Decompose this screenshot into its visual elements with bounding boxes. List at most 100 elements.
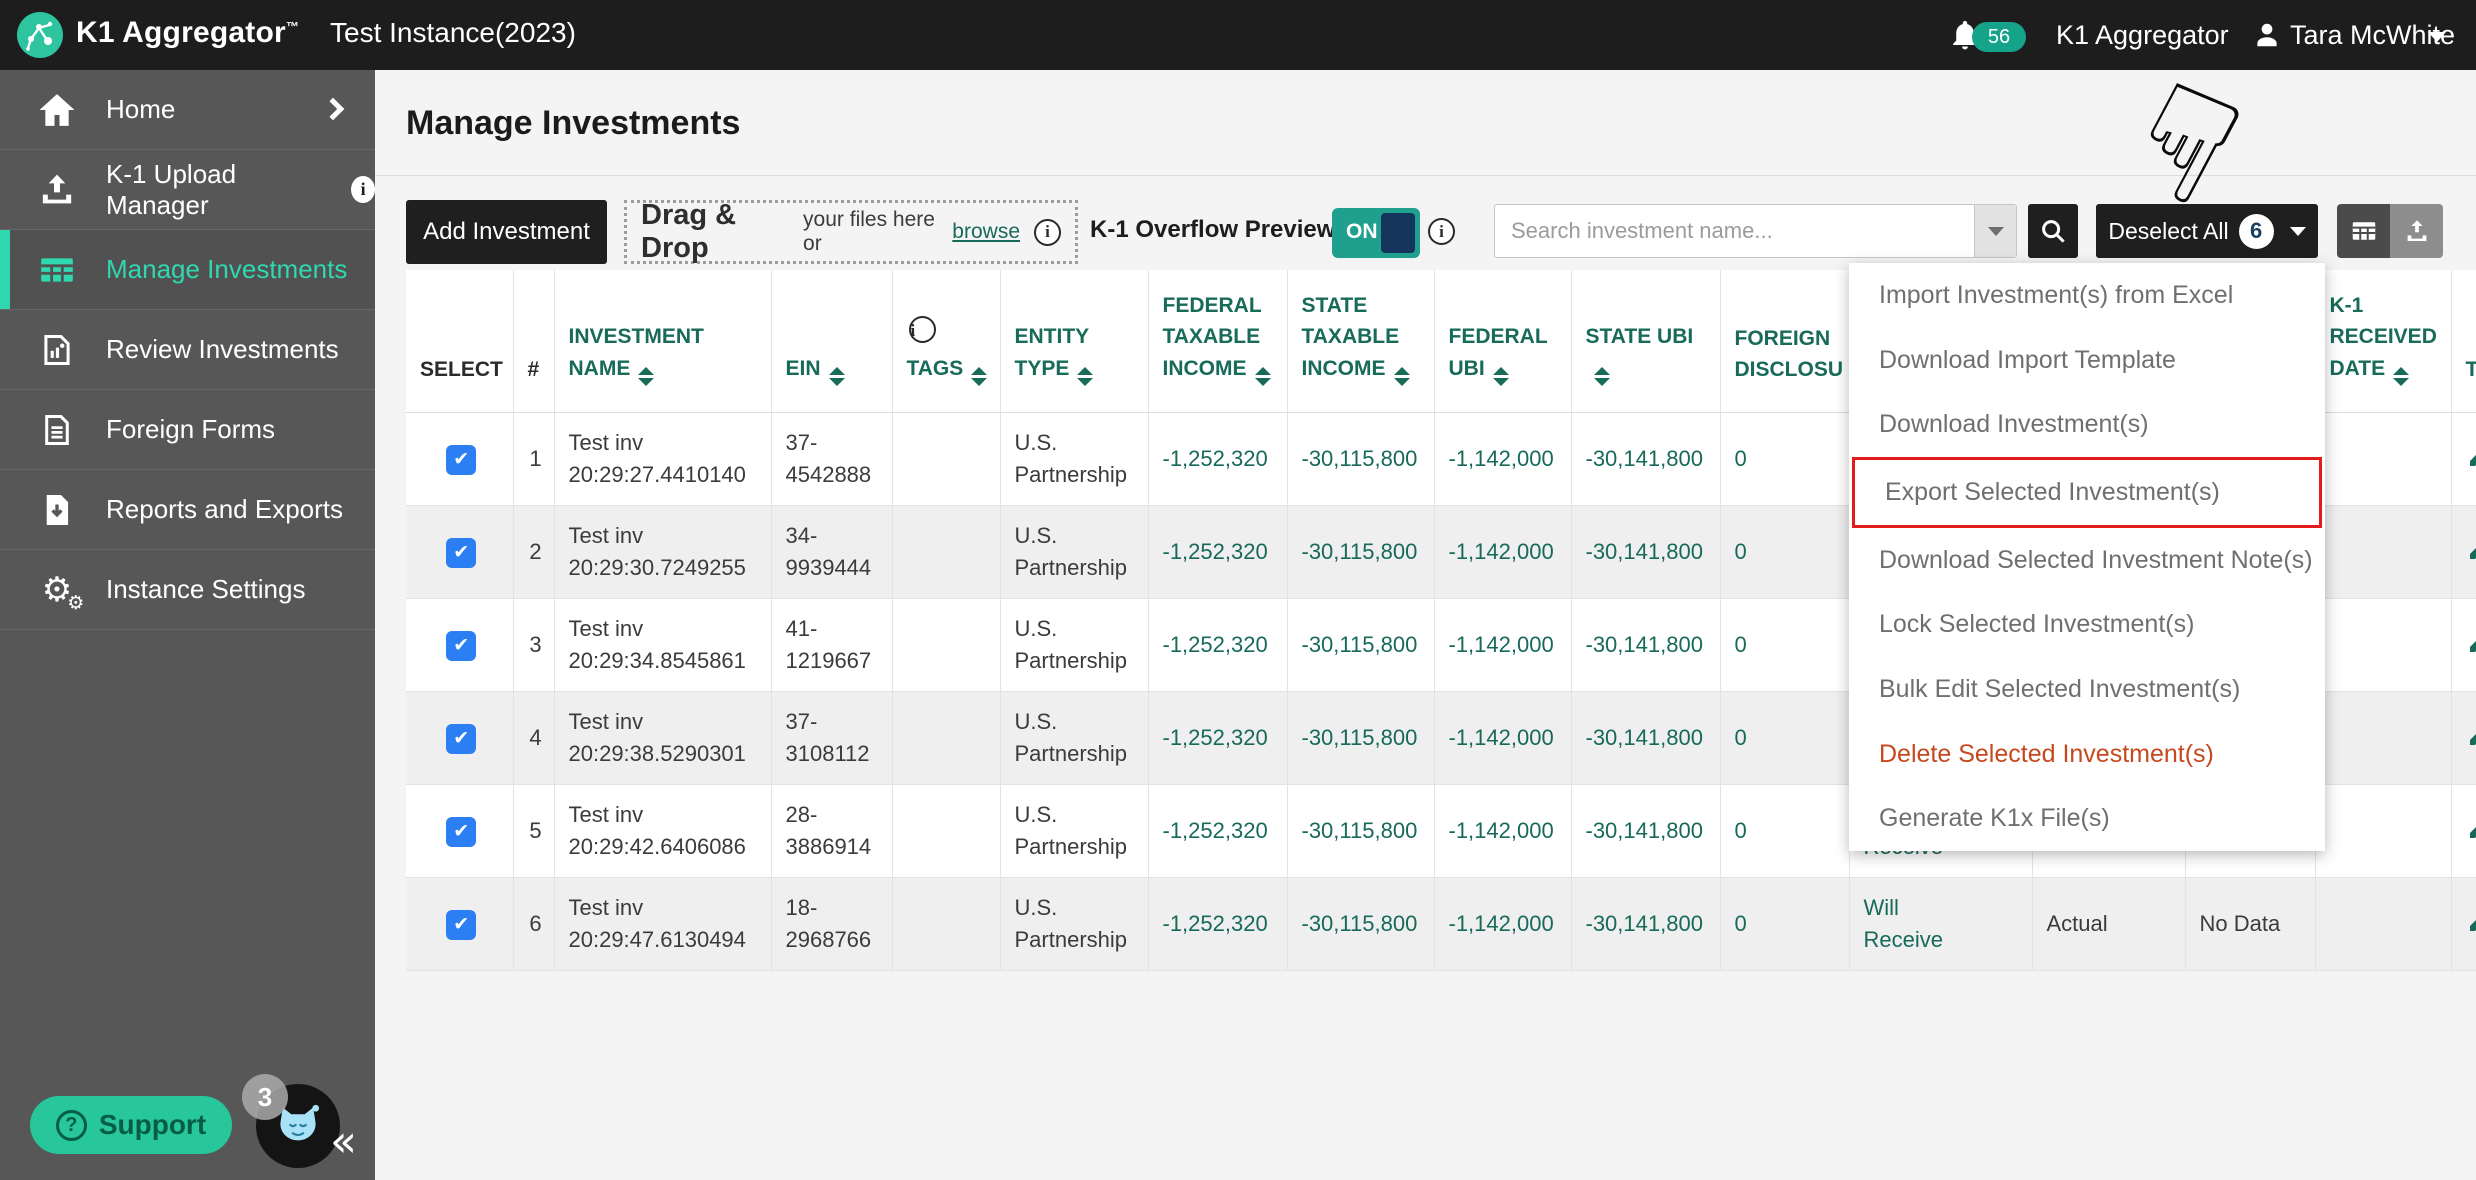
main-content: Manage Investments Add Investment Drag &… (375, 70, 2476, 1180)
sidebar-item-home[interactable]: Home (0, 70, 375, 150)
sidebar-collapse-icon[interactable]: « (330, 1120, 357, 1164)
notification-count-badge[interactable]: 56 (1972, 22, 2026, 52)
menu-item-label: Export Selected Investment(s) (1885, 478, 2220, 507)
dragdrop-zone[interactable]: Drag & Drop your files here or browse (624, 200, 1078, 264)
menu-item[interactable]: Lock Selected Investment(s) (1849, 592, 2325, 657)
menu-item[interactable]: Bulk Edit Selected Investment(s) (1849, 657, 2325, 722)
overflow-preview-toggle[interactable]: ON (1332, 208, 1420, 258)
sort-icon[interactable] (2393, 367, 2409, 386)
menu-item[interactable]: Download Investment(s) (1849, 392, 2325, 457)
edit-pencil-icon[interactable] (2466, 531, 2476, 563)
sort-icon[interactable] (1077, 367, 1093, 386)
investment-name-cell: Test inv 20:29:38.5290301 (554, 691, 771, 784)
sort-icon[interactable] (1255, 367, 1271, 386)
select-cell (406, 505, 513, 598)
menu-item[interactable]: Generate K1x File(s) (1849, 786, 2325, 851)
grid-view-button[interactable] (2337, 204, 2390, 258)
header-clipped: T (2451, 270, 2476, 412)
user-menu-caret-icon[interactable] (2428, 32, 2446, 42)
row-checkbox[interactable] (446, 538, 476, 568)
header-state-ubi[interactable]: STATE UBI (1571, 270, 1720, 412)
search-dropdown-button[interactable] (1974, 205, 2016, 257)
menu-item[interactable]: Download Selected Investment Note(s) (1849, 528, 2325, 593)
upload-icon (36, 169, 78, 211)
app: { "topbar": { "brand": "K1 Aggregator", … (0, 0, 2476, 1180)
header-k1-received-date[interactable]: K-1 RECEIVED DATE (2315, 270, 2451, 412)
sort-icon[interactable] (638, 367, 654, 386)
chat-widget-button[interactable]: 3 (256, 1084, 340, 1168)
header-federal-ubi[interactable]: FEDERAL UBI (1434, 270, 1571, 412)
edit-pencil-icon[interactable] (2466, 810, 2476, 842)
header-state-taxable-income[interactable]: STATE TAXABLE INCOME (1287, 270, 1434, 412)
row-checkbox[interactable] (446, 817, 476, 847)
sort-icon[interactable] (829, 367, 845, 386)
header-federal-taxable-income[interactable]: FEDERAL TAXABLE INCOME (1148, 270, 1287, 412)
search-group (1494, 204, 2017, 258)
sidebar-item-k1-upload-manager[interactable]: K-1 Upload Manager i (0, 150, 375, 230)
edit-pencil-icon[interactable] (2466, 438, 2476, 470)
sidebar-item-label: Review Investments (106, 334, 339, 365)
edit-pencil-icon[interactable] (2466, 624, 2476, 656)
deselect-all-button[interactable]: Deselect All 6 (2096, 204, 2318, 258)
row-number-cell: 3 (513, 598, 554, 691)
upload-view-button[interactable] (2390, 204, 2443, 258)
sort-icon[interactable] (1493, 367, 1509, 386)
search-icon (2038, 216, 2068, 246)
overflow-info-icon[interactable] (1428, 218, 1455, 245)
sidebar: Home K-1 Upload Manager i Manage Investm… (0, 70, 375, 1180)
tags-cell (892, 412, 1000, 505)
menu-item[interactable]: Delete Selected Investment(s) (1849, 722, 2325, 787)
sort-icon[interactable] (1594, 367, 1610, 386)
header-tags[interactable]: TAGS (892, 270, 1000, 412)
sort-icon[interactable] (1394, 367, 1410, 386)
tags-info-icon[interactable] (909, 316, 936, 343)
upload-icon (2402, 216, 2432, 246)
sort-icon[interactable] (971, 367, 987, 386)
row-checkbox[interactable] (446, 631, 476, 661)
menu-item[interactable]: Export Selected Investment(s) (1852, 457, 2322, 528)
edit-pencil-icon[interactable] (2466, 903, 2476, 935)
support-button[interactable]: Support (30, 1096, 232, 1154)
row-checkbox[interactable] (446, 910, 476, 940)
sidebar-item-label: Manage Investments (106, 254, 347, 285)
row-checkbox[interactable] (446, 445, 476, 475)
tags-cell (892, 691, 1000, 784)
federal-ubi-cell: -1,142,000 (1434, 784, 1571, 877)
browse-link[interactable]: browse (952, 220, 1020, 244)
header-investment-name[interactable]: INVESTMENT NAME (554, 270, 771, 412)
sidebar-item-review-investments[interactable]: Review Investments (0, 310, 375, 390)
header-ein[interactable]: EIN (771, 270, 892, 412)
dragdrop-info-icon[interactable] (1034, 219, 1061, 246)
toggle-on-label: ON (1346, 220, 1378, 244)
edit-pencil-icon[interactable] (2466, 717, 2476, 749)
tags-cell (892, 784, 1000, 877)
actions-cell (2451, 877, 2476, 970)
sidebar-item-reports-and-exports[interactable]: Reports and Exports (0, 470, 375, 550)
toggle-knob (1381, 213, 1415, 253)
select-cell (406, 784, 513, 877)
menu-item[interactable]: Import Investment(s) from Excel (1849, 263, 2325, 328)
info-icon[interactable]: i (351, 176, 375, 203)
menu-item[interactable]: Download Import Template (1849, 328, 2325, 393)
row-checkbox[interactable] (446, 724, 476, 754)
tags-cell (892, 505, 1000, 598)
grid-icon (2349, 216, 2379, 246)
view-buttons (2337, 204, 2443, 258)
sidebar-item-foreign-forms[interactable]: Foreign Forms (0, 390, 375, 470)
header-entity-type[interactable]: ENTITY TYPE (1000, 270, 1148, 412)
entity-type-cell: U.S. Partnership (1000, 691, 1148, 784)
header-number: # (513, 270, 554, 412)
header-select: SELECT (406, 270, 513, 412)
sidebar-item-instance-settings[interactable]: ⚙⚙ Instance Settings (0, 550, 375, 630)
ein-cell: 41-1219667 (771, 598, 892, 691)
select-cell (406, 598, 513, 691)
federal-taxable-income-cell: -1,252,320 (1148, 877, 1287, 970)
actions-cell (2451, 598, 2476, 691)
sidebar-item-label: Instance Settings (106, 574, 305, 605)
search-input[interactable] (1495, 205, 1974, 257)
search-button[interactable] (2028, 204, 2078, 258)
add-investment-button[interactable]: Add Investment (406, 200, 607, 264)
select-cell (406, 877, 513, 970)
sidebar-item-manage-investments[interactable]: Manage Investments (0, 230, 375, 310)
header-foreign-disclosure[interactable]: FOREIGN DISCLOSU (1720, 270, 1849, 412)
